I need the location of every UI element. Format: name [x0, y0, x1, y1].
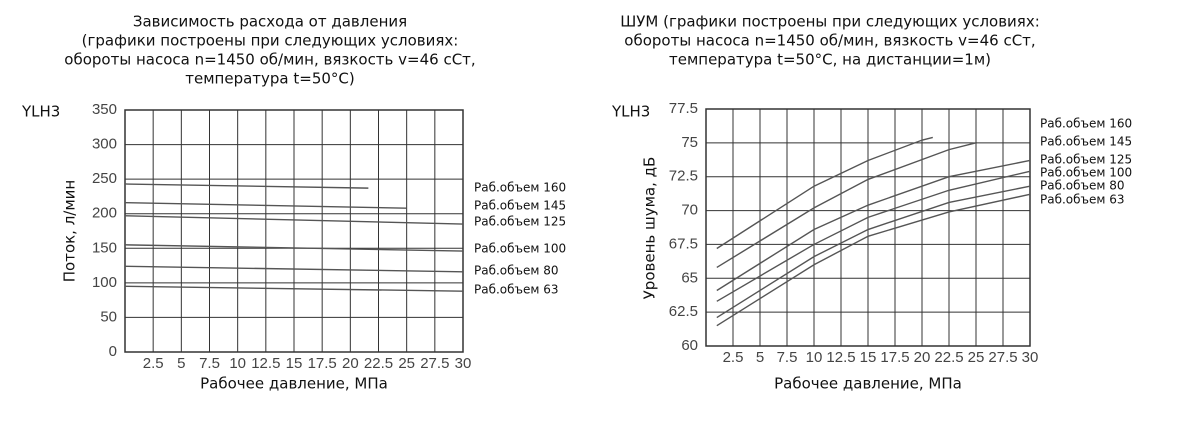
- x-axis-label: Рабочее давление, МПа: [200, 375, 388, 393]
- y-tick-label: 70: [681, 202, 698, 219]
- y-axis-label: Уровень шума, дБ: [641, 157, 659, 300]
- legend-label: Раб.объем 160: [1040, 117, 1132, 131]
- x-tick-label: 5: [177, 355, 185, 372]
- x-tick-label: 22.5: [364, 355, 393, 372]
- y-tick-label: 77.5: [669, 100, 698, 117]
- chart-title: обороты насоса n=1450 об/мин, вязкость v…: [64, 51, 475, 69]
- y-tick-label: 300: [92, 136, 117, 153]
- x-tick-label: 15: [860, 349, 877, 366]
- y-tick-label: 150: [92, 239, 117, 256]
- chart-title: температура t=50°C, на дистанции=1м): [669, 51, 991, 69]
- x-tick-label: 12.5: [251, 355, 280, 372]
- chart-title: (графики построены при следующих условия…: [82, 32, 459, 50]
- series-line: [716, 193, 1031, 327]
- y-tick-label: 200: [92, 205, 117, 222]
- y-tick-label: 60: [681, 337, 698, 354]
- legend-label: Раб.объем 80: [474, 264, 559, 278]
- y-tick-label: 250: [92, 170, 117, 187]
- x-tick-label: 2.5: [723, 349, 744, 366]
- model-label: YLH3: [21, 103, 60, 121]
- chart-title: температура t=50°C): [185, 70, 355, 88]
- x-axis-label: Рабочее давление, МПа: [774, 375, 962, 393]
- x-tick-label: 25: [398, 355, 415, 372]
- x-tick-label: 27.5: [420, 355, 449, 372]
- y-tick-label: 350: [92, 101, 117, 118]
- y-tick-label: 50: [100, 308, 117, 325]
- y-tick-label: 100: [92, 274, 117, 291]
- series-line: [716, 185, 1031, 319]
- y-tick-label: 75: [681, 134, 698, 151]
- x-tick-label: 27.5: [988, 349, 1017, 366]
- legend-label: Раб.объем 80: [1040, 179, 1125, 193]
- legend-label: Раб.объем 63: [1040, 193, 1125, 207]
- series-line: [716, 170, 1031, 302]
- y-axis-label: Поток, л/мин: [61, 180, 79, 282]
- series-line: [716, 159, 1031, 292]
- series-line: [124, 265, 464, 273]
- series-line: [124, 244, 464, 252]
- legend-label: Раб.объем 145: [474, 199, 566, 213]
- legend-label: Раб.объем 160: [474, 181, 566, 195]
- legend-label: Раб.объем 125: [1040, 153, 1132, 167]
- legend-label: Раб.объем 100: [474, 242, 566, 256]
- x-tick-label: 5: [756, 349, 764, 366]
- model-label: YLH3: [611, 103, 650, 121]
- x-tick-label: 17.5: [308, 355, 337, 372]
- x-tick-label: 20: [914, 349, 931, 366]
- x-tick-label: 30: [1022, 349, 1039, 366]
- y-tick-label: 67.5: [669, 235, 698, 252]
- x-tick-label: 30: [455, 355, 472, 372]
- x-tick-label: 22.5: [934, 349, 963, 366]
- x-tick-label: 17.5: [880, 349, 909, 366]
- y-tick-label: 62.5: [669, 303, 698, 320]
- legend-label: Раб.объем 100: [1040, 166, 1132, 180]
- series-line: [124, 183, 369, 189]
- chart-title: ШУМ (графики построены при следующих усл…: [620, 13, 1040, 31]
- series-line: [716, 142, 977, 269]
- legend-label: Раб.объем 145: [1040, 135, 1132, 149]
- x-tick-label: 15: [286, 355, 303, 372]
- x-tick-label: 2.5: [143, 355, 164, 372]
- legend-label: Раб.объем 125: [474, 215, 566, 229]
- y-tick-label: 65: [681, 269, 698, 286]
- x-tick-label: 12.5: [826, 349, 855, 366]
- series-line: [124, 201, 407, 209]
- x-tick-label: 20: [342, 355, 359, 372]
- chart-title: обороты насоса n=1450 об/мин, вязкость v…: [624, 32, 1035, 50]
- x-tick-label: 7.5: [777, 349, 798, 366]
- x-tick-label: 7.5: [199, 355, 220, 372]
- y-tick-label: 72.5: [669, 168, 698, 185]
- series-line: [124, 215, 464, 225]
- legend-label: Раб.объем 63: [474, 283, 559, 297]
- x-tick-label: 25: [968, 349, 985, 366]
- series-line: [124, 285, 464, 292]
- y-tick-label: 0: [109, 343, 117, 360]
- series-line: [716, 136, 933, 250]
- x-tick-label: 10: [806, 349, 823, 366]
- x-tick-label: 10: [229, 355, 246, 372]
- chart-title: Зависимость расхода от давления: [133, 13, 407, 31]
